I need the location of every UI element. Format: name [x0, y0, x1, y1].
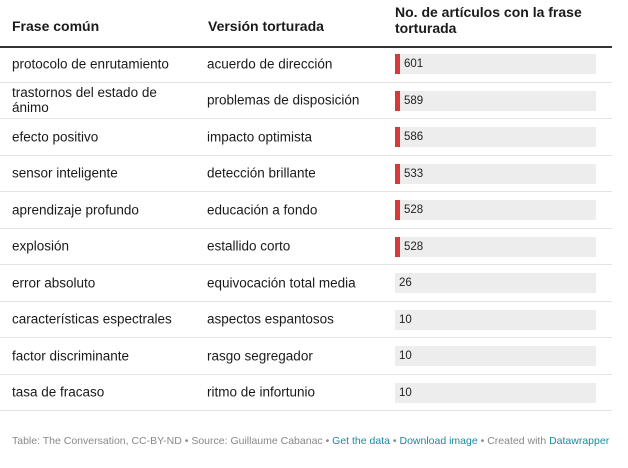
table-row: aprendizaje profundo educación a fondo 528 — [0, 192, 612, 229]
bar-track: 26 — [395, 273, 596, 293]
table-row: efecto positivo impacto optimista 586 — [0, 119, 612, 156]
bar-track: 601 — [395, 54, 596, 74]
bar-value-label: 589 — [404, 94, 424, 107]
table-row: error absoluto equivocación total media 26 — [0, 265, 612, 302]
get-data-link[interactable]: Get the data — [332, 435, 390, 447]
bar-track: 10 — [395, 382, 596, 403]
table-row: explosión estallido corto 528 — [0, 229, 612, 265]
bar-track: 589 — [395, 90, 596, 111]
tortured-phrase-cell: ritmo de infortunio — [207, 384, 316, 400]
header-common-phrase: Frase común — [12, 18, 100, 34]
common-phrase-cell: efecto positivo — [12, 129, 99, 145]
tortured-phrase-cell: estallido corto — [207, 238, 291, 254]
tortured-phrase-cell: educación a fondo — [207, 202, 318, 218]
bar-value-label: 586 — [404, 131, 424, 143]
bar — [395, 54, 400, 74]
table-body: protocolo de enrutamiento acuerdo de dire… — [0, 46, 612, 411]
common-phrase-cell: error absoluto — [12, 275, 96, 291]
common-phrase-cell: sensor inteligente — [12, 165, 118, 181]
bar-value-label: 10 — [399, 386, 412, 399]
table-row: factor discriminante rasgo segregador 10 — [0, 338, 612, 375]
common-phrase-cell: trastornos del estado de ánimo — [12, 85, 157, 116]
table-row: características espectrales aspectos espa… — [0, 302, 612, 338]
bar-track: 586 — [395, 127, 596, 147]
bar — [395, 236, 400, 257]
bar-track: 528 — [395, 200, 596, 220]
bar — [395, 90, 400, 111]
table-header: Frase común Versión torturada No. de art… — [0, 0, 612, 48]
bar-value-label: 601 — [404, 58, 424, 70]
footer-source: Table: The Conversation, CC-BY-ND • Sour… — [12, 435, 333, 447]
tortured-phrase-cell: equivocación total media — [207, 275, 356, 291]
bar-track: 533 — [395, 163, 596, 184]
header-article-count: No. de artículos con la frase torturada — [395, 4, 582, 36]
table-row: trastornos del estado de ánimo problemas … — [0, 83, 612, 119]
download-image-link[interactable]: Download image — [399, 435, 478, 447]
bar-value-label: 10 — [399, 313, 412, 326]
bar-value-label: 10 — [399, 350, 412, 362]
common-phrase-cell: características espectrales — [12, 311, 172, 327]
table-row: protocolo de enrutamiento acuerdo de dire… — [0, 46, 612, 83]
tortured-phrase-cell: detección brillante — [207, 165, 316, 181]
bar-track: 528 — [395, 236, 596, 257]
common-phrase-cell: aprendizaje profundo — [12, 202, 139, 218]
tortured-phrase-cell: rasgo segregador — [207, 348, 313, 364]
bar-value-label: 528 — [404, 204, 424, 216]
datawrapper-link[interactable]: Datawrapper — [549, 435, 610, 447]
bar-value-label: 533 — [404, 167, 424, 180]
bar — [395, 127, 400, 147]
common-phrase-cell: explosión — [12, 238, 70, 254]
footer-created: • Created with — [477, 435, 550, 447]
tortured-phrase-cell: problemas de disposición — [207, 92, 360, 108]
common-phrase-cell: protocolo de enrutamiento — [12, 56, 169, 72]
footer-separator: • — [389, 435, 400, 447]
common-phrase-cell: tasa de fracaso — [12, 384, 105, 400]
common-phrase-cell: factor discriminante — [12, 348, 130, 364]
table-row: sensor inteligente detección brillante 533 — [0, 156, 612, 192]
bar — [395, 163, 400, 184]
bar-value-label: 26 — [399, 277, 412, 289]
tortured-phrase-cell: impacto optimista — [207, 129, 313, 145]
bar-track: 10 — [395, 309, 596, 330]
bar — [395, 200, 400, 220]
footer: Table: The Conversation, CC-BY-ND • Sour… — [12, 435, 612, 448]
tortured-phrase-cell: acuerdo de dirección — [207, 56, 333, 72]
tortured-phrase-cell: aspectos espantosos — [207, 311, 334, 327]
header-tortured-version: Versión torturada — [208, 18, 324, 34]
bar-track: 10 — [395, 346, 596, 366]
bar-value-label: 528 — [404, 240, 424, 253]
table-row: tasa de fracaso ritmo de infortunio 10 — [0, 375, 612, 411]
